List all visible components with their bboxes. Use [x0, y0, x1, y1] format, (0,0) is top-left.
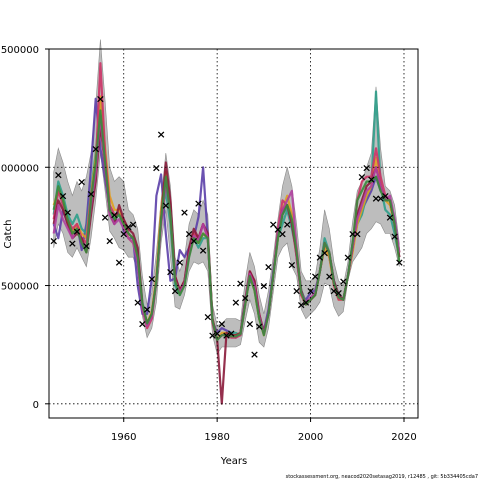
y-tick-label: 1000000: [0, 163, 39, 174]
observed-point: ×: [96, 93, 105, 106]
observed-point: ×: [329, 284, 338, 297]
x-axis-label: Years: [220, 456, 247, 467]
observed-point: ×: [114, 256, 123, 269]
series-line-7: [52, 109, 401, 341]
observed-point: ×: [306, 284, 315, 297]
observed-point: ×: [54, 168, 63, 181]
observed-point: ×: [208, 329, 217, 342]
observed-point: ×: [343, 251, 352, 264]
observed-point: ×: [292, 284, 301, 297]
plot-area: ××××××××××××××××××××××××××××××××××××××××…: [48, 39, 419, 419]
observed-point: ×: [264, 261, 273, 274]
y-axis-label: Catch: [3, 220, 14, 249]
x-tick-label: 1980: [204, 432, 229, 443]
observed-point: ×: [100, 211, 109, 224]
confidence-band: [53, 39, 400, 355]
observed-point: ×: [250, 348, 259, 361]
observed-point: ×: [395, 256, 404, 269]
observed-point: ×: [241, 291, 250, 304]
observed-point: ×: [339, 275, 348, 288]
footer-text: stockassessment.org, neacod2020setasag20…: [285, 474, 478, 480]
observed-point: ×: [255, 320, 264, 333]
observed-point: ×: [334, 287, 343, 300]
observed-point: ×: [105, 235, 114, 248]
observed-point: ×: [198, 244, 207, 257]
observed-point: ×: [86, 187, 95, 200]
observed-point: ×: [283, 218, 292, 231]
plot-frame: [48, 48, 419, 419]
observed-point: ×: [161, 199, 170, 212]
observed-point: ×: [152, 161, 161, 174]
observed-point: ×: [287, 258, 296, 271]
observed-point: ×: [184, 228, 193, 241]
observed-point: ×: [278, 228, 287, 241]
observed-point: ×: [390, 230, 399, 243]
observed-point: ×: [138, 317, 147, 330]
observed-point: ×: [371, 192, 380, 205]
observed-point: ×: [142, 303, 151, 316]
observed-point: ×: [385, 211, 394, 224]
observed-point: ×: [68, 237, 77, 250]
observed-point: ×: [231, 296, 240, 309]
observed-point: ×: [175, 256, 184, 269]
observed-point: ×: [320, 246, 329, 259]
observed-point: ×: [259, 280, 268, 293]
x-tick-label: 2020: [391, 432, 416, 443]
observed-point: ×: [273, 223, 282, 236]
x-tick-label: 2000: [298, 432, 323, 443]
observed-point: ×: [189, 235, 198, 248]
observed-point: ×: [128, 218, 137, 231]
observed-point: ×: [166, 265, 175, 278]
observed-point: ×: [315, 251, 324, 264]
observed-point: ×: [124, 220, 133, 233]
observed-point: ×: [217, 317, 226, 330]
y-axis: 0 500000 1000000 1500000: [0, 45, 49, 411]
observed-point: ×: [91, 142, 100, 155]
observed-point: ×: [297, 299, 306, 312]
observed-point: ×: [203, 310, 212, 323]
observed-point: ×: [49, 235, 58, 248]
observed-point: ×: [381, 190, 390, 203]
x-tick-label: 1960: [111, 432, 136, 443]
observed-point: ×: [147, 272, 156, 285]
x-axis: 1960 1980 2000 2020: [111, 418, 417, 443]
y-tick-label: 0: [33, 400, 39, 411]
observed-point: ×: [227, 327, 236, 340]
observed-point: ×: [269, 218, 278, 231]
observed-point: ×: [58, 190, 67, 203]
observed-point: ×: [72, 225, 81, 238]
observed-point: ×: [357, 171, 366, 184]
observed-point: ×: [133, 296, 142, 309]
observed-point: ×: [110, 209, 119, 222]
observed-point: ×: [325, 270, 334, 283]
observed-point: ×: [376, 192, 385, 205]
observed-point: ×: [63, 206, 72, 219]
observed-point: ×: [82, 239, 91, 252]
observed-point: ×: [362, 161, 371, 174]
observed-point: ×: [348, 228, 357, 241]
observed-point: ×: [170, 284, 179, 297]
observed-point: ×: [77, 176, 86, 189]
observed-point: ×: [367, 173, 376, 186]
observed-point: ×: [311, 270, 320, 283]
observed-point: ×: [301, 296, 310, 309]
observed-point: ×: [194, 197, 203, 210]
observed-point: ×: [353, 228, 362, 241]
observed-point: ×: [245, 317, 254, 330]
observed-point: ×: [180, 206, 189, 219]
y-tick-label: 1500000: [0, 45, 39, 56]
observed-point: ×: [236, 277, 245, 290]
y-tick-label: 500000: [1, 282, 39, 293]
observed-point: ×: [156, 128, 165, 141]
observed-point: ×: [222, 329, 231, 342]
